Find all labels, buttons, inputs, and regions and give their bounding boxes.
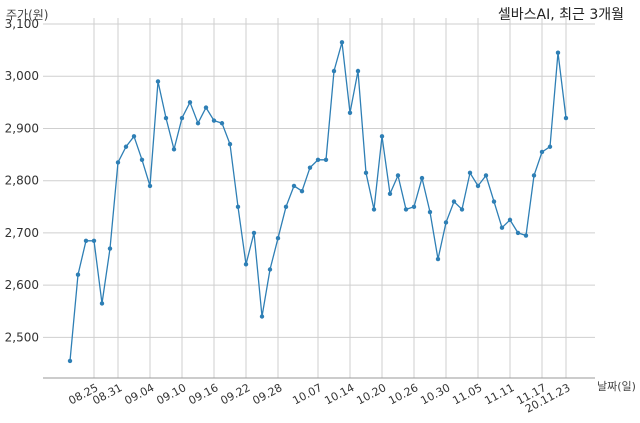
x-axis-label: 날짜(일) xyxy=(597,380,636,393)
data-point xyxy=(179,115,185,121)
y-tick-label: 2,800 xyxy=(5,174,39,188)
data-point xyxy=(419,175,425,181)
data-point xyxy=(475,183,481,189)
data-point xyxy=(427,209,433,215)
data-point xyxy=(131,134,137,139)
data-point xyxy=(403,207,409,212)
data-point xyxy=(507,217,513,223)
y-tick-label: 3,000 xyxy=(5,69,39,83)
data-point xyxy=(251,230,257,236)
data-point xyxy=(347,110,353,115)
data-point xyxy=(139,157,145,163)
data-point xyxy=(363,170,369,176)
data-point xyxy=(75,272,81,277)
x-tick-label: 10.30 xyxy=(418,381,452,407)
data-point xyxy=(91,238,97,243)
data-point xyxy=(283,204,289,210)
data-point xyxy=(443,220,449,225)
y-tick-label: 2,900 xyxy=(5,121,39,135)
x-tick-label: 11.05 xyxy=(450,381,484,407)
x-tick-label: 09.28 xyxy=(250,381,284,407)
x-tick-label: 10.14 xyxy=(322,381,356,407)
data-point xyxy=(115,160,121,165)
chart-title: 셀바스AI, 최근 3개월 xyxy=(497,7,624,23)
data-point xyxy=(171,147,177,152)
data-point xyxy=(467,170,473,176)
x-tick-label: 11.11 xyxy=(482,381,516,407)
data-point xyxy=(227,141,233,147)
x-tick-label: 09.16 xyxy=(186,381,220,407)
data-point xyxy=(275,235,281,241)
data-point xyxy=(147,183,153,189)
data-point xyxy=(315,157,321,163)
data-point xyxy=(355,68,361,74)
x-tick-label: 10.20 xyxy=(354,381,388,407)
y-tick-label: 2,700 xyxy=(5,226,39,240)
data-point xyxy=(219,121,225,126)
y-tick-label: 3,100 xyxy=(5,17,39,31)
data-point xyxy=(435,256,441,262)
data-point xyxy=(299,188,305,194)
data-point xyxy=(515,230,521,236)
data-point xyxy=(123,144,129,149)
data-point xyxy=(99,301,105,306)
data-point xyxy=(547,144,553,149)
x-tick-label: 09.22 xyxy=(218,381,252,407)
data-point xyxy=(291,183,297,189)
x-tick-label: 10.26 xyxy=(386,381,420,407)
y-axis-label: 주가(원) xyxy=(6,8,49,22)
data-point xyxy=(267,267,273,272)
data-point xyxy=(523,233,529,238)
y-tick-label: 2,600 xyxy=(5,278,39,292)
data-point xyxy=(155,79,161,84)
data-point xyxy=(67,358,73,364)
data-point xyxy=(411,204,417,210)
data-point xyxy=(539,149,545,155)
data-point xyxy=(211,118,217,123)
data-point xyxy=(459,207,465,212)
data-point xyxy=(491,199,497,204)
data-point xyxy=(243,262,249,267)
x-tick-label: 09.04 xyxy=(122,381,156,407)
data-point xyxy=(531,173,537,178)
data-point xyxy=(451,199,457,204)
data-point xyxy=(379,134,385,139)
data-point xyxy=(395,173,401,178)
data-point xyxy=(555,50,561,55)
data-point xyxy=(195,121,201,126)
data-point xyxy=(331,68,337,74)
data-point xyxy=(323,157,329,163)
data-point xyxy=(163,115,169,121)
data-point xyxy=(483,173,489,178)
data-point xyxy=(307,165,313,170)
data-point xyxy=(259,314,265,319)
data-point xyxy=(107,246,113,251)
data-point xyxy=(339,40,345,45)
data-point xyxy=(371,207,377,212)
data-point xyxy=(203,105,209,110)
data-point xyxy=(235,204,241,210)
data-point xyxy=(499,225,505,230)
x-tick-label: 09.10 xyxy=(154,381,188,407)
data-point xyxy=(387,191,393,196)
data-point xyxy=(187,100,193,105)
data-point xyxy=(563,115,569,121)
y-tick-label: 2,500 xyxy=(5,330,39,344)
x-tick-label: 10.07 xyxy=(290,381,324,407)
data-point xyxy=(83,238,89,243)
